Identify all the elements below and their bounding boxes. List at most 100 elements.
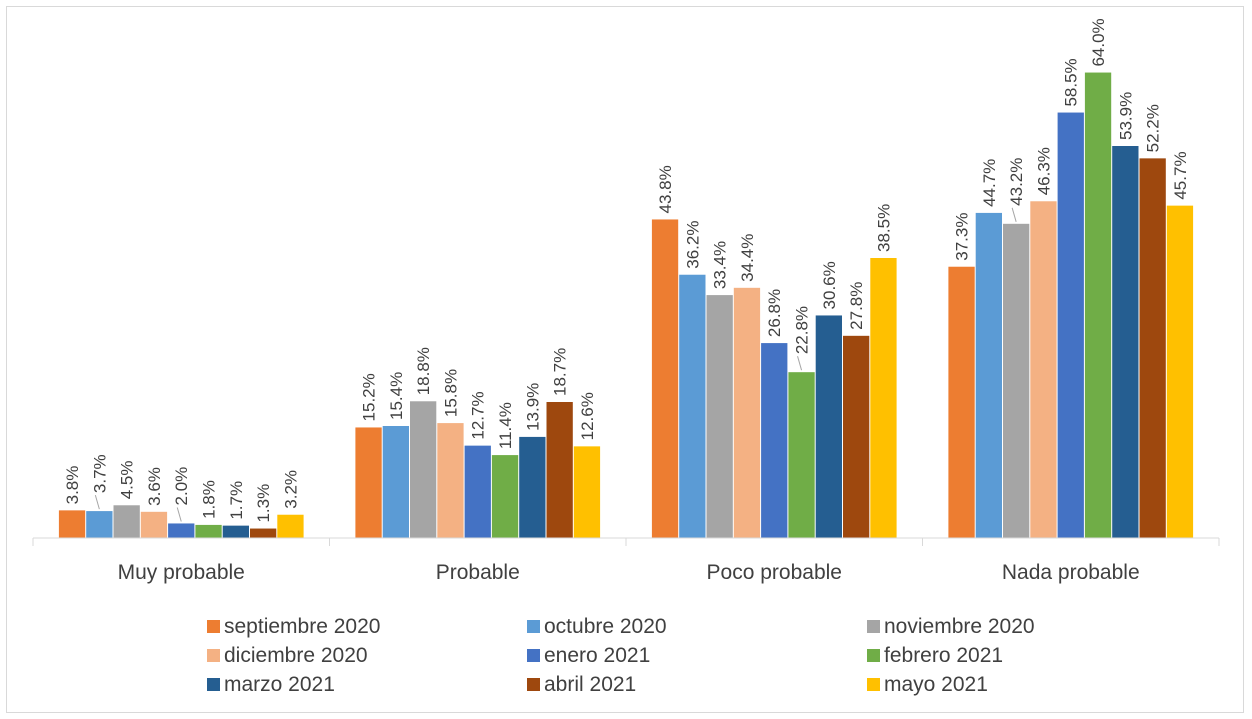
bar — [58, 510, 86, 538]
bar — [222, 525, 249, 538]
data-label: 2.0% — [172, 467, 191, 506]
data-label: 33.4% — [711, 241, 730, 289]
data-label: 38.5% — [874, 204, 893, 252]
leader-line — [94, 494, 100, 510]
data-label: 12.7% — [469, 391, 488, 439]
data-label: 12.6% — [578, 392, 597, 440]
bar — [1084, 72, 1112, 538]
category-label: Muy probable — [118, 561, 245, 584]
bar — [870, 258, 897, 538]
category-label: Poco probable — [707, 561, 842, 584]
bar — [1139, 158, 1166, 538]
data-label: 43.2% — [1007, 158, 1026, 206]
leader-line — [797, 356, 803, 371]
legend-swatch — [527, 678, 540, 691]
legend-swatch — [207, 678, 220, 691]
legend-item: noviembre 2020 — [867, 615, 1035, 638]
data-label: 22.8% — [793, 306, 812, 354]
legend-label: enero 2021 — [544, 644, 650, 667]
chart-frame: 3.8% 3.7% 4.5% 3.6% 2.0% 1.8% 1.7% 1.3% 3.2% 15.2… — [6, 6, 1244, 713]
bar — [1166, 205, 1194, 539]
data-label: 15.4% — [387, 372, 406, 420]
legend-item: octubre 2020 — [527, 615, 667, 638]
legend-item: febrero 2021 — [867, 644, 1003, 667]
bar — [140, 511, 168, 538]
data-label: 15.2% — [360, 373, 379, 421]
data-label: 11.4% — [496, 402, 515, 449]
data-label: 1.7% — [227, 481, 246, 520]
data-label: 46.3% — [1034, 147, 1053, 195]
legend-swatch — [527, 620, 540, 633]
bar — [815, 315, 842, 538]
bar — [519, 436, 546, 538]
legend-label: diciembre 2020 — [224, 644, 368, 667]
data-label: 3.6% — [145, 467, 164, 506]
legend-swatch — [867, 620, 880, 633]
legend-label: noviembre 2020 — [884, 615, 1035, 638]
bar — [706, 295, 733, 538]
bars-layer — [58, 72, 1194, 539]
clustered-bar-chart: 3.8% 3.7% 4.5% 3.6% 2.0% 1.8% 1.7% 1.3% 3.2% 15.2… — [32, 18, 1220, 696]
legend-item: diciembre 2020 — [207, 644, 368, 667]
bar — [1057, 112, 1084, 538]
category-labels-layer: Muy probable Probable Poco probable Nada pr… — [118, 561, 1140, 584]
legend-item: abril 2021 — [527, 673, 636, 696]
bar — [733, 287, 761, 538]
category-label: Probable — [436, 561, 520, 584]
legend-label: abril 2021 — [544, 673, 636, 696]
legend-swatch — [867, 649, 880, 662]
data-label: 58.5% — [1062, 58, 1081, 106]
legend: septiembre 2020 octubre 2020 noviembre 202… — [207, 615, 1035, 696]
data-label: 30.6% — [820, 261, 839, 309]
bar — [761, 343, 788, 538]
x-axis-ticks — [32, 538, 1220, 546]
data-label: 37.3% — [953, 213, 972, 261]
data-label: 26.8% — [765, 289, 784, 337]
bar — [437, 423, 464, 538]
legend-swatch — [207, 649, 220, 662]
legend-label: septiembre 2020 — [224, 615, 380, 638]
bar — [788, 372, 815, 538]
bar — [573, 446, 601, 538]
legend-item: septiembre 2020 — [207, 615, 380, 638]
data-label: 1.8% — [200, 480, 219, 519]
bar — [975, 212, 1002, 538]
bar — [382, 426, 409, 538]
legend-label: octubre 2020 — [544, 615, 667, 638]
bar — [277, 514, 304, 538]
data-label: 53.9% — [1116, 92, 1135, 140]
bar — [355, 427, 382, 538]
bar — [546, 402, 573, 538]
data-label: 3.7% — [90, 454, 109, 493]
legend-label: febrero 2021 — [884, 644, 1003, 667]
legend-swatch — [867, 678, 880, 691]
bar — [491, 455, 519, 538]
legend-item: enero 2021 — [527, 644, 650, 667]
leader-line — [176, 507, 182, 522]
data-label: 13.9% — [523, 383, 542, 431]
bar — [195, 524, 222, 538]
data-label: 27.8% — [847, 282, 866, 330]
data-label: 1.3% — [254, 484, 273, 523]
bar — [168, 523, 195, 538]
data-label: 3.8% — [63, 466, 82, 505]
data-label: 43.8% — [656, 165, 675, 213]
legend-swatch — [527, 649, 540, 662]
category-label: Nada probable — [1002, 561, 1140, 584]
bar — [250, 528, 277, 538]
data-label: 18.7% — [551, 348, 570, 396]
bar — [1112, 146, 1139, 538]
data-labels-layer: 3.8% 3.7% 4.5% 3.6% 2.0% 1.8% 1.7% 1.3% 3.2% 15.2… — [63, 18, 1190, 522]
data-label: 18.8% — [414, 347, 433, 395]
data-label: 36.2% — [683, 221, 702, 269]
data-label: 45.7% — [1171, 151, 1190, 199]
data-label: 15.8% — [441, 369, 460, 417]
bar — [1003, 223, 1030, 538]
data-label: 64.0% — [1089, 18, 1108, 66]
bar — [843, 335, 870, 538]
legend-label: mayo 2021 — [884, 673, 988, 696]
bar — [113, 505, 140, 538]
bar — [679, 274, 706, 538]
bar — [410, 401, 437, 538]
data-label: 4.5% — [118, 461, 137, 500]
